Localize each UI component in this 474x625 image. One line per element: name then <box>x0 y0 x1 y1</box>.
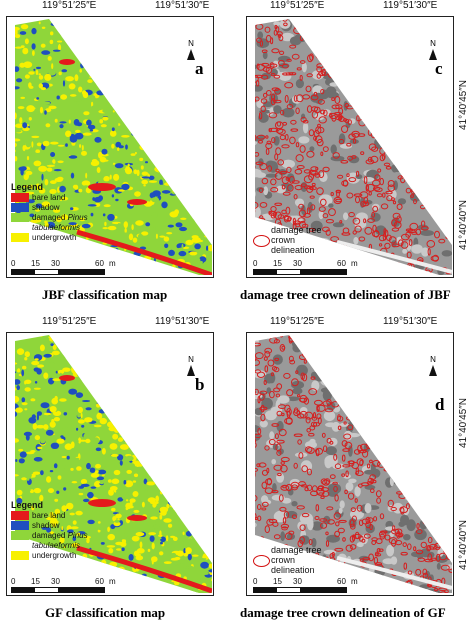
legend-title: Legend <box>11 500 44 510</box>
scale-bar-b: 0 15 30 60 m <box>11 577 121 593</box>
legend-a: Legend bare land shadow damaged Pinus tab… <box>11 182 88 243</box>
coord-top-c2: 119°51′30″E <box>383 0 438 11</box>
map-image-a <box>15 19 212 275</box>
coord-top-b1: 119°51′25″E <box>42 316 97 327</box>
delineation-label-d: damage tree crown delineation <box>271 545 322 575</box>
panel-label-a: a <box>195 59 204 78</box>
coord-top-b2: 119°51′30″E <box>155 316 210 327</box>
legend-item-undergrowth: undergrowth <box>11 551 88 561</box>
legend-item-damaged: damaged Pinus tabulaeformis <box>11 531 88 551</box>
coord-top-a2: 119°51′30″E <box>155 0 210 11</box>
coord-right-d2: 41°40′40″N <box>458 519 469 570</box>
scale-bar-c: 0 15 30 60 m <box>253 259 363 275</box>
coord-right-c2: 41°40′40″N <box>458 199 469 250</box>
panel-label-b: b <box>195 375 205 394</box>
map-panel-a: a N Legend bare land shadow damaged Pinu… <box>6 16 214 278</box>
map-panel-d: d N damage tree crown delineation 0 15 30 60 m <box>246 332 454 596</box>
legend-item-bare-land: bare land <box>11 511 88 521</box>
north-arrow-a: N <box>185 39 197 60</box>
legend-item-damaged: damaged Pinus tabulaeformis <box>11 213 88 233</box>
scale-bar-a: 0 15 30 60 m <box>11 259 121 275</box>
map-image-b <box>15 335 212 593</box>
north-arrow-d: N <box>427 355 439 376</box>
legend-title: Legend <box>11 182 44 192</box>
map-panel-c: c N damage tree crown delineation 0 15 30 60 m <box>246 16 454 278</box>
map-image-c <box>255 19 452 275</box>
delineation-label-c: damage tree crown delineation <box>271 225 322 255</box>
legend-b: Legend bare land shadow damaged Pinus tab… <box>11 500 88 561</box>
north-arrow-b: N <box>185 355 197 376</box>
caption-b: GF classification map <box>45 605 166 620</box>
panel-label-c: c <box>435 59 443 78</box>
caption-d: damage tree crown delineation of GF <box>240 605 446 620</box>
legend-item-shadow: shadow <box>11 521 88 531</box>
map-image-d <box>255 335 452 593</box>
coord-right-d1: 41°40′45″N <box>458 397 469 448</box>
legend-item-shadow: shadow <box>11 203 88 213</box>
coord-top-d2: 119°51′30″E <box>383 316 438 327</box>
caption-a: JBF classification map <box>42 287 168 302</box>
coord-right-c1: 41°40′45″N <box>458 79 469 130</box>
legend-item-undergrowth: undergrowth <box>11 233 88 243</box>
delineation-legend-symbol-d <box>253 555 270 567</box>
north-arrow-c: N <box>427 39 439 60</box>
scale-bar-d: 0 15 30 60 m <box>253 577 363 593</box>
panel-label-d: d <box>435 395 445 414</box>
delineation-legend-symbol-c <box>253 235 270 247</box>
coord-top-c1: 119°51′25″E <box>270 0 325 11</box>
caption-c: damage tree crown delineation of JBF <box>240 287 451 302</box>
map-panel-b: b N Legend bare land shadow damaged Pinu… <box>6 332 214 596</box>
coord-top-d1: 119°51′25″E <box>270 316 325 327</box>
coord-top-a1: 119°51′25″E <box>42 0 97 11</box>
legend-item-bare-land: bare land <box>11 193 88 203</box>
